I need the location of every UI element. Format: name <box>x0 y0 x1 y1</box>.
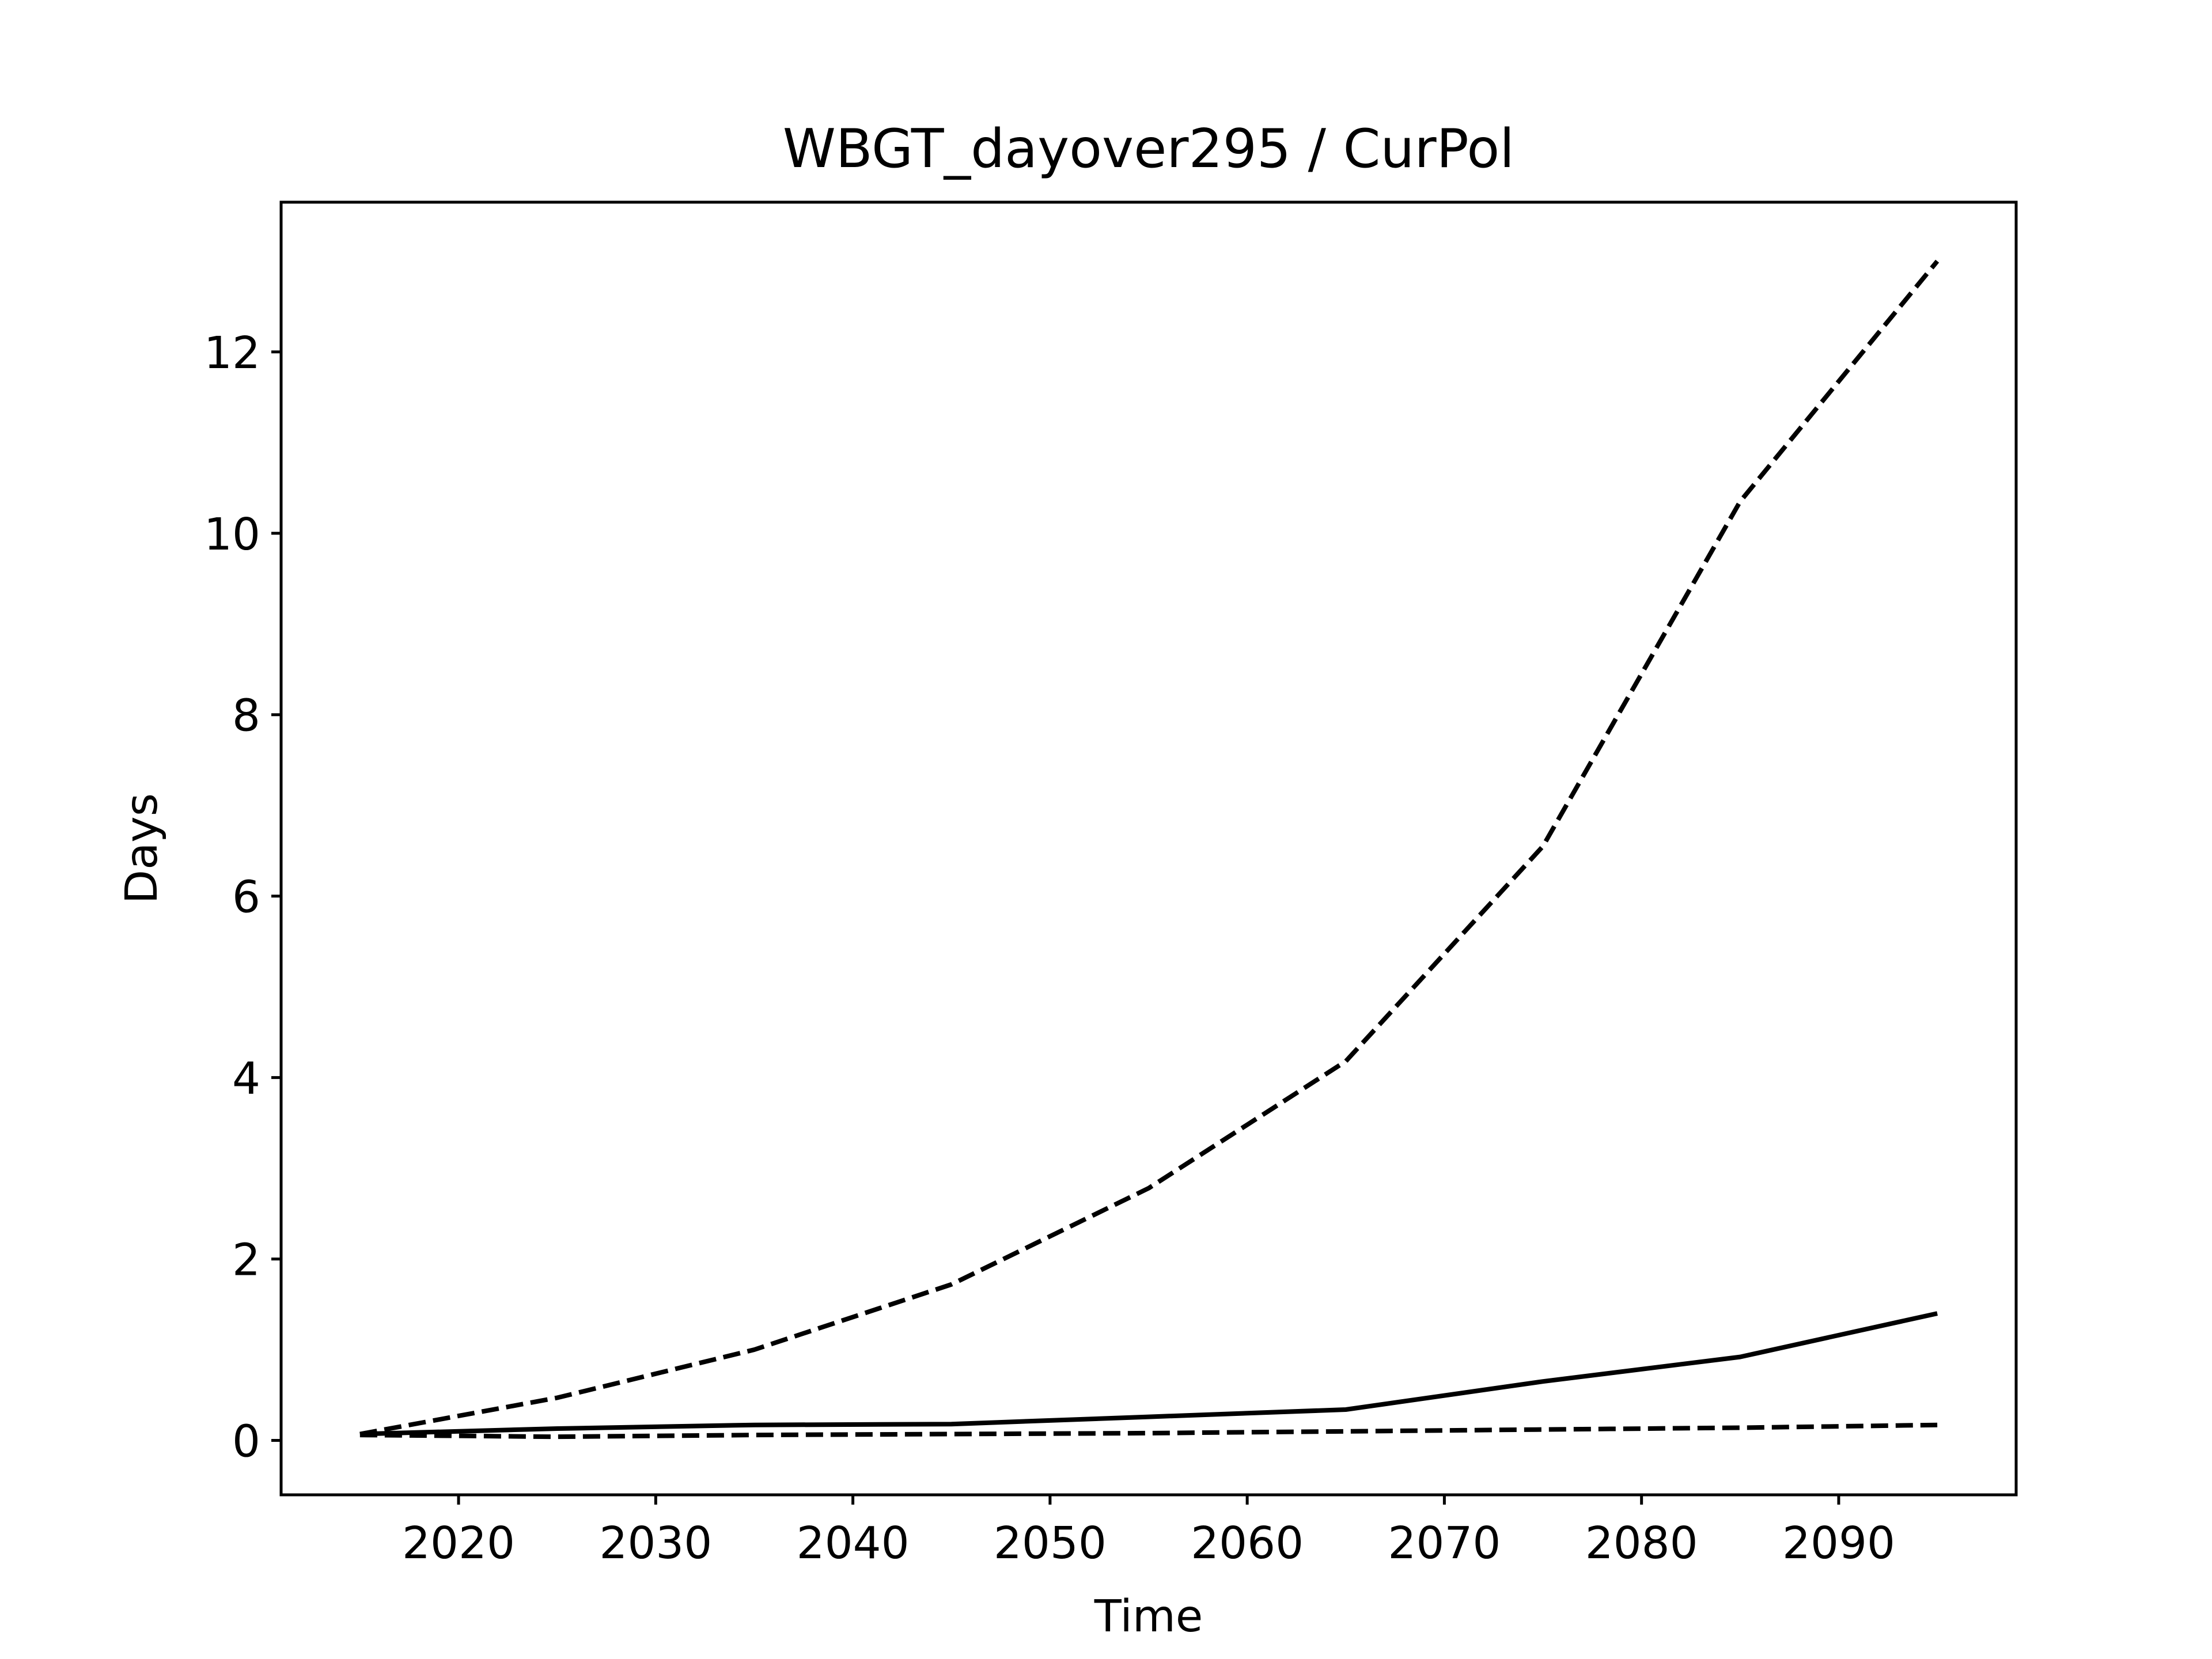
x-tick-label: 2030 <box>599 1518 712 1569</box>
x-tick-label: 2020 <box>402 1518 515 1569</box>
series-layer <box>359 259 1940 1440</box>
x-tick-label: 2080 <box>1585 1518 1698 1569</box>
x-tick-label: 2070 <box>1388 1518 1501 1569</box>
series-line-1 <box>359 259 1940 1437</box>
chart-title: WBGT_dayover295 / CurPol <box>783 118 1514 180</box>
x-tick-label: 2040 <box>797 1518 910 1569</box>
y-tick-label: 10 <box>204 509 260 560</box>
y-tick-label: 12 <box>204 328 260 379</box>
x-axis-label: Time <box>1094 1591 1203 1642</box>
series-line-3 <box>359 1422 1938 1440</box>
y-tick-label: 6 <box>232 872 260 923</box>
series-line-2 <box>359 1311 1938 1437</box>
y-tick-label: 2 <box>232 1235 260 1286</box>
y-tick-label: 4 <box>232 1054 260 1105</box>
y-axis-label: Days <box>116 793 168 904</box>
x-tick-label: 2050 <box>994 1518 1107 1569</box>
x-tick-label: 2060 <box>1191 1518 1304 1569</box>
y-tick-label: 8 <box>232 691 260 742</box>
ticks-layer: 2020 2030 2040 2050 2060 2070 2080 2090 0 2 4 6 8 10 1… <box>204 328 1895 1569</box>
plot-frame <box>279 200 2018 1497</box>
y-tick-label: 0 <box>232 1416 260 1468</box>
x-tick-label: 2090 <box>1782 1518 1895 1569</box>
